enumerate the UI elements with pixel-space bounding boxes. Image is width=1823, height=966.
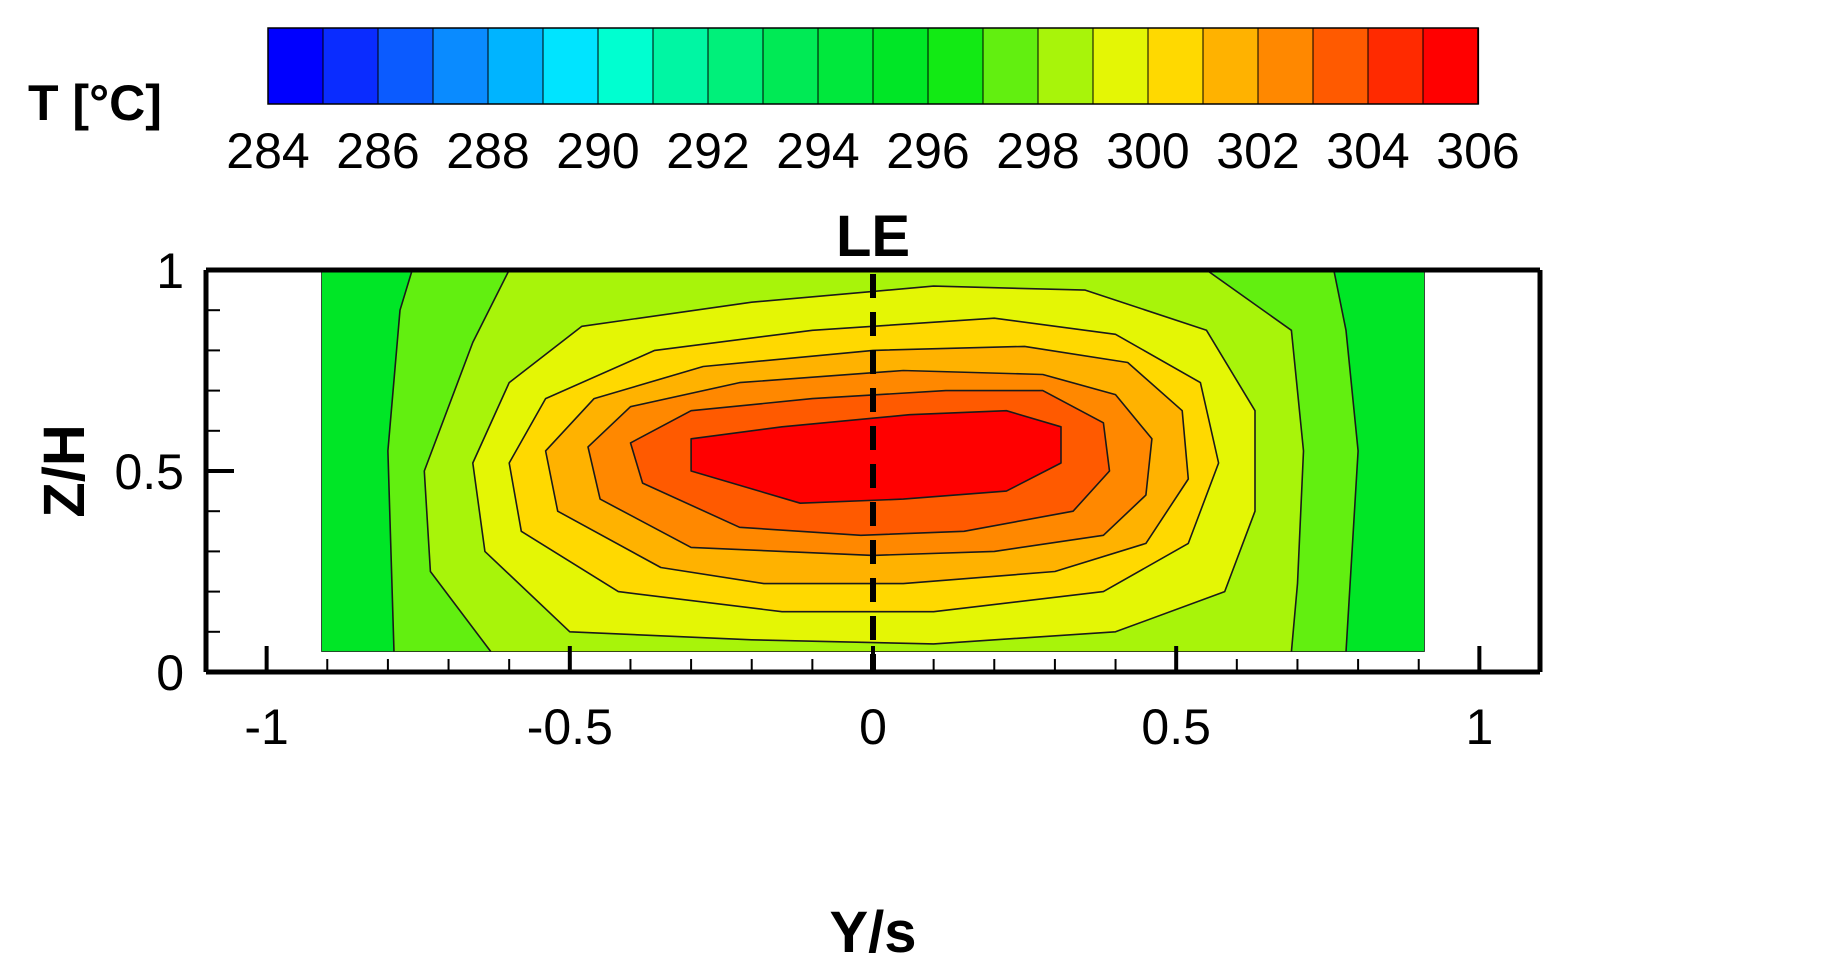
colorbar-swatch [1202,27,1260,105]
y-tick-label: 1 [156,243,184,299]
colorbar-tick-label: 298 [996,123,1079,179]
colorbar-swatch [432,27,490,105]
colorbar-tick-label: 288 [446,123,529,179]
colorbar-swatch [707,27,765,105]
colorbar-tick-label: 296 [886,123,969,179]
colorbar-swatch [982,27,1040,105]
contour-regions [321,270,1425,652]
colorbar-tick-label: 300 [1106,123,1189,179]
colorbar-tick-label: 304 [1326,123,1409,179]
colorbar-swatch [1422,27,1480,105]
colorbar-swatch [597,27,655,105]
colorbar-swatch [817,27,875,105]
x-tick-label: 1 [1465,699,1493,755]
colorbar-swatch [1092,27,1150,105]
colorbar-tick-label: 306 [1436,123,1519,179]
leading-edge-label: LE [836,204,910,269]
x-tick-label: -0.5 [527,699,613,755]
x-axis-title: Y/s [829,900,916,965]
y-tick-label: 0.5 [114,444,184,500]
x-tick-label: -1 [244,699,288,755]
axis-ticks: -1 -0.5 0 0.5 1 0 0.5 1 [114,243,1493,755]
colorbar-swatch [487,27,545,105]
colorbar-tick-label: 292 [666,123,749,179]
contour-region [690,409,1062,505]
colorbar-swatch [1367,27,1425,105]
colorbar-swatch [1257,27,1315,105]
colorbar-tick-label: 284 [226,123,309,179]
colorbar-swatch [1312,27,1370,105]
colorbar-swatch [542,27,600,105]
x-tick-label: 0.5 [1141,699,1211,755]
colorbar-tick-label: 302 [1216,123,1299,179]
colorbar-tick-label: 290 [556,123,639,179]
y-axis-title: Z/H [32,424,97,517]
y-tick-label: 0 [156,645,184,701]
colorbar-frame [267,27,1479,105]
colorbar-swatch [927,27,985,105]
colorbar-tick-label: 294 [776,123,859,179]
colorbar-swatch [267,27,325,105]
colorbar-swatch [322,27,380,105]
colorbar-tick-label: 286 [336,123,419,179]
colorbar-swatch [1147,27,1205,105]
colorbar: 284 286 288 290 292 294 296 298 300 302 304 306 [226,27,1520,179]
colorbar-title: T [°C] [28,75,162,131]
colorbar-swatch [1037,27,1095,105]
colorbar-swatch [377,27,435,105]
colorbar-swatch [872,27,930,105]
colorbar-swatch [652,27,710,105]
colorbar-swatch [762,27,820,105]
x-tick-label: 0 [859,699,887,755]
